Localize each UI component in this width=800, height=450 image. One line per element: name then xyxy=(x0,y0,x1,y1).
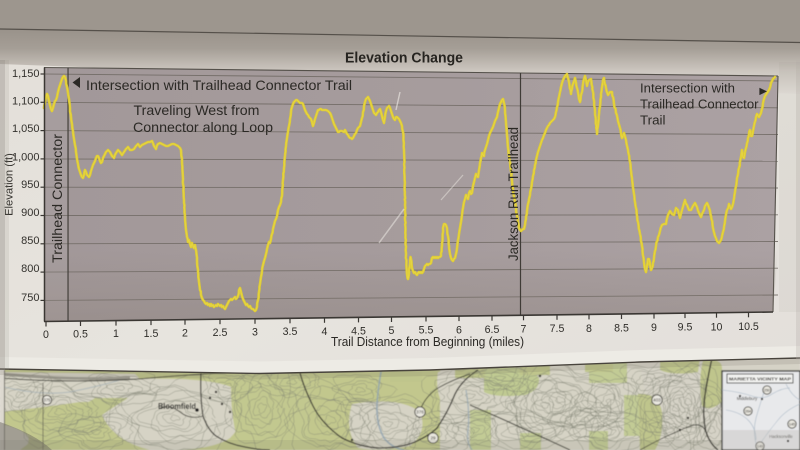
svg-text:Trail Distance from Beginning: Trail Distance from Beginning (miles) xyxy=(331,334,524,349)
svg-text:Connector along Loop: Connector along Loop xyxy=(133,119,273,135)
svg-text:10: 10 xyxy=(711,321,723,333)
svg-text:264: 264 xyxy=(745,410,751,414)
svg-text:Trailhead Connector: Trailhead Connector xyxy=(50,133,65,263)
svg-text:1,150: 1,150 xyxy=(12,68,40,80)
svg-text:403: 403 xyxy=(653,398,661,403)
svg-text:3: 3 xyxy=(252,327,258,339)
svg-text:Middlebury: Middlebury xyxy=(737,396,758,401)
svg-text:375: 375 xyxy=(44,398,52,403)
svg-text:1,000: 1,000 xyxy=(12,152,40,164)
svg-text:Trail: Trail xyxy=(640,113,666,128)
svg-text:0.5: 0.5 xyxy=(73,329,88,341)
svg-text:1: 1 xyxy=(113,328,119,340)
svg-text:250: 250 xyxy=(764,389,770,393)
svg-text:4.5: 4.5 xyxy=(351,325,366,337)
svg-text:850: 850 xyxy=(21,235,39,247)
svg-text:Elevation Change: Elevation Change xyxy=(345,51,463,67)
svg-text:5.5: 5.5 xyxy=(419,325,434,337)
svg-text:MARIETTA VICINTY MAP: MARIETTA VICINTY MAP xyxy=(729,377,791,382)
svg-text:8: 8 xyxy=(586,323,592,335)
svg-text:800: 800 xyxy=(21,263,39,275)
svg-text:3.5: 3.5 xyxy=(283,326,298,338)
svg-text:2.5: 2.5 xyxy=(213,327,228,339)
svg-text:Traveling West from: Traveling West from xyxy=(134,102,260,118)
svg-text:29: 29 xyxy=(430,436,436,441)
svg-text:5: 5 xyxy=(389,325,395,337)
svg-text:6.5: 6.5 xyxy=(485,324,500,336)
svg-text:2: 2 xyxy=(182,327,188,339)
svg-text:7.5: 7.5 xyxy=(550,323,565,335)
svg-text:750: 750 xyxy=(21,292,39,304)
svg-text:9: 9 xyxy=(651,322,657,334)
svg-text:4: 4 xyxy=(322,326,328,338)
svg-text:950: 950 xyxy=(21,179,39,191)
svg-text:Intersection with Trailhead Co: Intersection with Trailhead Connector Tr… xyxy=(86,77,352,93)
svg-text:376: 376 xyxy=(416,410,424,415)
svg-text:1,100: 1,100 xyxy=(12,96,40,108)
svg-text:0: 0 xyxy=(43,329,49,341)
svg-text:Elevation (ft): Elevation (ft) xyxy=(4,153,16,216)
svg-text:900: 900 xyxy=(21,207,39,219)
svg-text:6: 6 xyxy=(456,324,462,336)
svg-text:1.5: 1.5 xyxy=(144,328,159,340)
svg-text:7: 7 xyxy=(521,324,527,336)
svg-text:9.5: 9.5 xyxy=(678,322,693,334)
svg-text:Bloomfield: Bloomfield xyxy=(158,402,196,411)
svg-text:Intersection with: Intersection with xyxy=(640,80,735,95)
svg-text:1,050: 1,050 xyxy=(12,123,40,135)
svg-text:Jackson Run Trailhead: Jackson Run Trailhead xyxy=(505,127,521,261)
svg-text:10.5: 10.5 xyxy=(738,321,759,333)
svg-text:Trailhead Connector: Trailhead Connector xyxy=(640,96,759,111)
svg-text:8.5: 8.5 xyxy=(614,322,629,334)
svg-text:145: 145 xyxy=(789,423,795,427)
